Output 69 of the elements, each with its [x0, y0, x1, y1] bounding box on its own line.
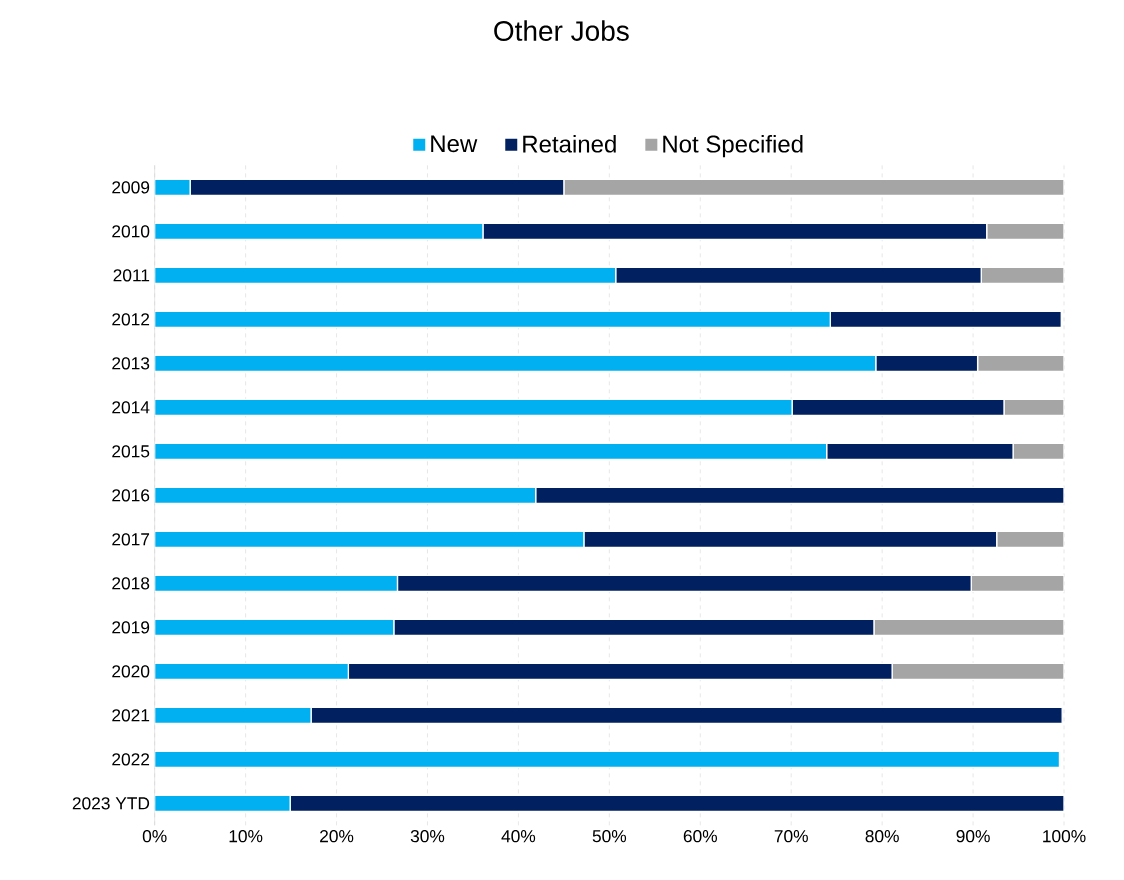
x-tick-label: 40% [501, 830, 536, 843]
bar [829, 310, 1062, 328]
bar [154, 266, 617, 284]
y-tick-label: 2022 [112, 753, 150, 766]
y-tick-label: 2019 [112, 621, 150, 634]
bar [154, 750, 1061, 768]
bar [154, 222, 484, 240]
chart-title: Other Jobs [494, 20, 629, 41]
bar [154, 398, 793, 416]
bar [976, 354, 1065, 372]
x-tick-label: 50% [592, 830, 627, 843]
bar [583, 530, 998, 548]
bar [154, 178, 191, 196]
bar [396, 574, 972, 592]
bar [996, 530, 1065, 548]
x-tick-label: 100% [1043, 830, 1086, 843]
bar [891, 662, 1065, 680]
x-tick-label: 0% [142, 830, 167, 843]
x-tick-label: 80% [865, 830, 899, 843]
bar [154, 310, 831, 328]
y-tick-label: 2017 [112, 533, 150, 546]
bar [1003, 398, 1065, 416]
bar [310, 706, 1063, 724]
y-tick-label: 2020 [112, 665, 150, 678]
bar [154, 618, 395, 636]
bar [154, 662, 350, 680]
y-tick-label: 2012 [112, 313, 150, 326]
bar [393, 618, 875, 636]
legend-label: Retained [523, 135, 616, 153]
bar [154, 794, 291, 812]
bar [563, 178, 1065, 196]
y-tick-label: 2009 [112, 181, 150, 194]
bar [189, 178, 565, 196]
bar [986, 222, 1065, 240]
y-tick-label: 2014 [112, 401, 150, 414]
bar [347, 662, 893, 680]
x-tick-label: 90% [956, 830, 990, 843]
bar [154, 442, 828, 460]
x-tick-label: 70% [774, 830, 808, 843]
y-tick-label: 2021 [112, 709, 150, 722]
bar [482, 222, 988, 240]
bar [154, 354, 877, 372]
bar [535, 486, 1065, 504]
bar [791, 398, 1005, 416]
y-tick-label: 2023 YTD [72, 797, 150, 810]
y-tick-label: 2011 [113, 269, 150, 282]
x-tick-label: 60% [683, 830, 718, 843]
y-tick-label: 2010 [112, 225, 150, 238]
bar [154, 486, 537, 504]
bar [826, 442, 1014, 460]
legend-label: Not Specified [663, 135, 803, 158]
bar [289, 794, 1065, 812]
x-tick-label: 30% [410, 830, 445, 843]
bar [875, 354, 979, 372]
bar [970, 574, 1065, 592]
bar [154, 530, 585, 548]
legend-label: New [431, 135, 478, 153]
bar [154, 706, 312, 724]
x-tick-label: 20% [320, 830, 354, 843]
x-tick-label: 10% [229, 830, 263, 843]
y-tick-label: 2016 [112, 489, 150, 502]
bar [615, 266, 982, 284]
y-tick-label: 2015 [112, 445, 150, 458]
bar [154, 574, 399, 592]
y-tick-label: 2013 [112, 357, 150, 370]
bar [1012, 442, 1065, 460]
y-tick-label: 2018 [112, 577, 150, 590]
bar [873, 618, 1065, 636]
bar [980, 266, 1065, 284]
